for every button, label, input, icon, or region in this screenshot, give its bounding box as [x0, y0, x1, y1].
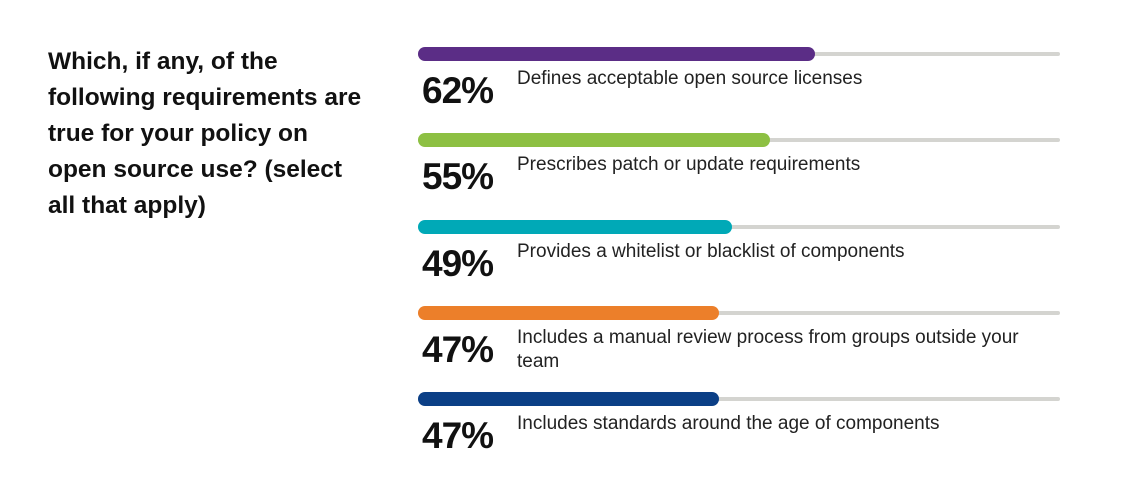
bar-row: 47% Includes standards around the age of …	[418, 385, 1060, 465]
category-label: Provides a whitelist or blacklist of com…	[517, 241, 905, 262]
value-label: 47%	[422, 415, 494, 456]
category-label: Includes standards around the age of com…	[517, 413, 940, 434]
bar	[418, 392, 719, 406]
bar-row: 47% Includes a manual review process from…	[418, 299, 1060, 379]
bar	[418, 47, 815, 61]
bar-track	[418, 225, 1060, 229]
bar	[418, 133, 770, 147]
value-label: 62%	[422, 70, 494, 111]
bar-track	[418, 311, 1060, 315]
bar-row: 49% Provides a whitelist or blacklist of …	[418, 213, 1060, 293]
chart-title: Which, if any, of the following requirem…	[48, 48, 362, 219]
category-label: Prescribes patch or update requirements	[517, 154, 861, 175]
bar	[418, 220, 732, 234]
category-label: Includes a manual review process from gr…	[517, 327, 1019, 372]
bar-row: 62% Defines acceptable open source licens…	[418, 40, 1060, 120]
bar-track	[418, 397, 1060, 401]
value-label: 55%	[422, 156, 494, 197]
category-label: Defines acceptable open source licenses	[517, 68, 863, 89]
bar-row: 55% Prescribes patch or update requiremen…	[418, 126, 1060, 206]
value-label: 49%	[422, 243, 494, 284]
value-label: 47%	[422, 329, 494, 370]
bar	[418, 306, 719, 320]
